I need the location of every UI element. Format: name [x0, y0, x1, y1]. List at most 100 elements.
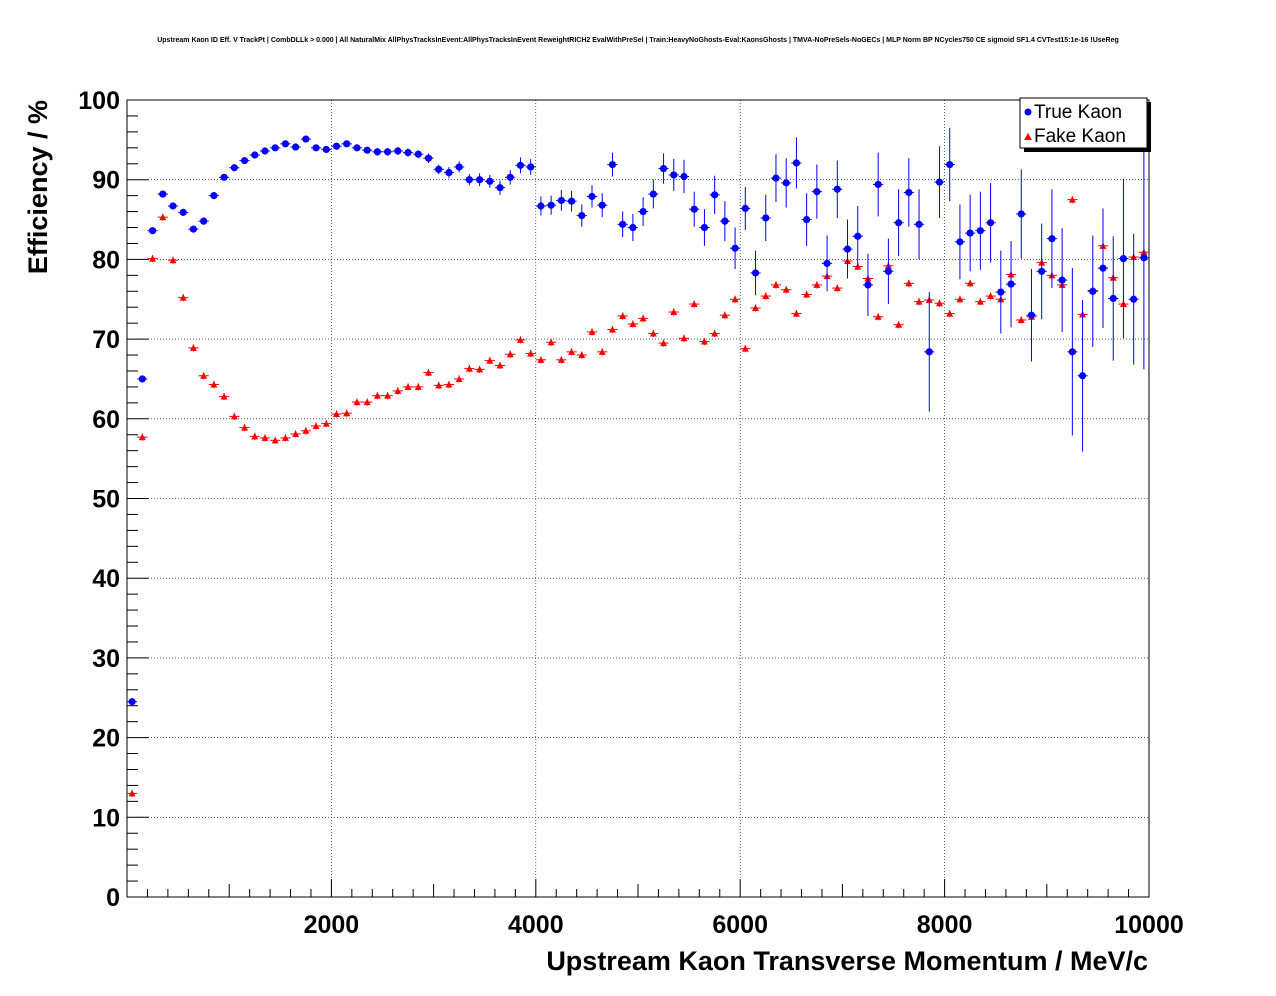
x-tick-label: 2000	[304, 911, 360, 939]
true-kaon-point	[874, 180, 882, 189]
true-kaon-point	[343, 140, 351, 148]
true-kaon-point	[1078, 372, 1087, 380]
fake-kaon-point	[363, 398, 371, 406]
true-kaon-point	[220, 173, 228, 181]
y-tick-label: 100	[78, 87, 120, 115]
fake-kaon-point	[435, 381, 443, 389]
fake-kaon-point	[271, 436, 279, 444]
true-kaon-point	[332, 142, 341, 150]
true-kaon-point	[230, 164, 238, 172]
true-kaon-point	[762, 214, 770, 222]
x-tick-label: 6000	[712, 911, 768, 939]
true-kaon-point	[1048, 235, 1056, 243]
true-kaon-point	[854, 232, 862, 240]
true-kaon-point	[741, 204, 749, 212]
fake-kaon-point	[384, 392, 392, 399]
legend: True Kaon Fake Kaon	[1019, 97, 1151, 152]
true-kaon-point	[1017, 210, 1025, 218]
true-kaon-point	[598, 201, 606, 209]
true-kaon-point	[1119, 255, 1128, 263]
true-kaon-point	[271, 144, 279, 152]
true-kaon-point	[966, 229, 974, 237]
fake-kaon-point	[741, 345, 749, 352]
true-kaon-point	[935, 178, 944, 186]
fake-kaon-point	[159, 213, 167, 221]
true-kaon-point	[200, 217, 208, 225]
fake-kaon-point	[557, 356, 565, 363]
axis-ticks	[127, 99, 1150, 898]
true-kaon-point	[711, 191, 719, 199]
legend-fake-label: Fake Kaon	[1034, 126, 1126, 147]
fake-kaon-point	[343, 409, 351, 417]
true-kaon-point	[680, 172, 688, 181]
true-kaon-point	[976, 227, 984, 235]
legend-true-label: True Kaon	[1034, 102, 1122, 123]
true-kaon-point	[915, 220, 923, 228]
true-kaon-point	[639, 207, 647, 216]
true-kaon-point	[731, 244, 739, 252]
fake-kaon-point	[138, 433, 146, 441]
true-kaon-point	[486, 177, 494, 185]
true-kaon-point	[312, 144, 320, 152]
true-kaon-point	[1089, 287, 1097, 295]
true-kaon-point	[884, 267, 892, 275]
fake-kaon-point	[506, 350, 514, 358]
chart-title: Upstream Kaon ID Eff. V TrackPt | CombDL…	[157, 37, 1119, 44]
true-kaon-point	[373, 148, 381, 156]
y-tick-label: 20	[92, 725, 120, 753]
fake-kaon-point	[353, 398, 361, 406]
true-kaon-point	[547, 201, 555, 209]
fake-kaon-point	[261, 434, 269, 441]
fake-kaon-point	[394, 387, 402, 394]
fake-kaon-point	[128, 789, 136, 797]
true-kaon-point	[516, 161, 525, 169]
true-kaon-point	[527, 163, 535, 171]
true-kaon-point	[1099, 264, 1107, 272]
fake-kaon-point	[414, 383, 422, 390]
true-kaon-point	[751, 269, 760, 277]
fake-kaon-point	[660, 339, 668, 347]
fake-kaon-point	[200, 372, 208, 379]
y-tick-label: 60	[92, 406, 120, 434]
true-kaon-point	[1058, 276, 1066, 284]
true-kaon-point	[1130, 295, 1138, 303]
x-tick-label: 10000	[1114, 911, 1184, 939]
true-kaon-point	[394, 147, 402, 155]
y-axis-title: Efficiency / %	[23, 100, 53, 274]
true-kaon-point	[833, 185, 841, 193]
fake-kaon-point	[598, 348, 606, 355]
fake-kaon-point	[690, 300, 698, 308]
true-kaon-point	[997, 288, 1005, 296]
fake-kaon-point	[731, 295, 739, 303]
fake-kaon-point	[966, 279, 974, 287]
true-kaon-point	[843, 245, 852, 253]
true-kaon-point	[281, 140, 290, 148]
fake-kaon-point	[772, 281, 780, 288]
true-kaon-point	[578, 211, 586, 220]
fake-kaon-point	[568, 348, 576, 355]
true-kaon-point	[1068, 348, 1076, 356]
true-kaon-point	[1140, 254, 1148, 262]
fake-kaon-point	[987, 292, 995, 300]
true-kaon-point	[455, 163, 463, 171]
series-true-kaon	[127, 127, 1149, 706]
true-kaon-point	[864, 281, 872, 289]
fake-kaon-point	[680, 334, 688, 342]
fake-kaon-point	[1017, 316, 1025, 323]
true-kaon-point	[925, 348, 933, 356]
fake-kaon-point	[547, 338, 555, 346]
fake-kaon-point	[905, 279, 913, 287]
x-tick-label: 4000	[508, 911, 564, 939]
true-kaon-point	[169, 202, 177, 210]
true-kaon-point	[363, 146, 371, 154]
true-kaon-point	[261, 147, 269, 155]
fake-kaon-point	[792, 310, 800, 317]
fake-kaon-point	[578, 351, 586, 359]
true-kaon-point	[537, 202, 545, 210]
true-kaon-point	[179, 208, 187, 216]
true-kaon-point	[1007, 280, 1015, 288]
fake-kaon-point	[976, 298, 984, 305]
true-kaon-point	[608, 160, 617, 169]
y-tick-label: 50	[92, 486, 120, 514]
legend-fake-marker-icon	[1024, 133, 1032, 140]
